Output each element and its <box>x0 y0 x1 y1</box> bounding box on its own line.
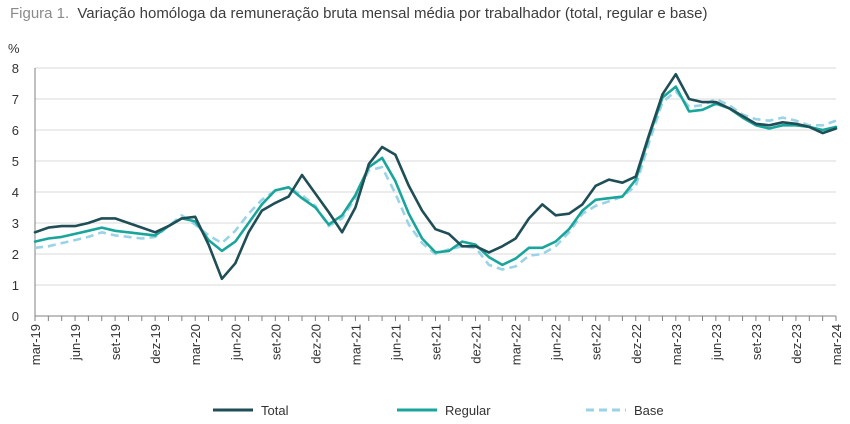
x-tick-label: jun-21 <box>388 324 403 361</box>
y-tick-label: 7 <box>12 92 19 107</box>
legend: Total Regular Base <box>213 403 664 418</box>
x-tick-label: jun-19 <box>68 324 83 361</box>
series-line-total <box>33 72 838 281</box>
legend-label-regular: Regular <box>445 403 491 418</box>
x-tick-label: mar-23 <box>669 324 684 365</box>
y-tick-label: 4 <box>12 185 19 200</box>
x-tick-label: jun-22 <box>549 324 564 361</box>
chart-title-prefix: Figura 1. <box>10 5 69 22</box>
x-tick-label: mar-22 <box>509 324 524 365</box>
gridlines <box>35 67 836 286</box>
x-tick-label: set-20 <box>268 324 283 360</box>
legend-label-total: Total <box>261 403 289 418</box>
x-tick-label: mar-24 <box>829 324 844 365</box>
x-tick-label: mar-20 <box>188 324 203 365</box>
x-tick-label: dez-20 <box>308 324 323 364</box>
y-tick-label: 1 <box>12 278 19 293</box>
chart-title: Figura 1. Variação homóloga da remuneraç… <box>10 5 707 22</box>
y-tick-label: 6 <box>12 123 19 138</box>
y-tick-label: 5 <box>12 154 19 169</box>
y-axis-ticks: 0 1 2 3 4 5 6 7 8 <box>12 61 19 324</box>
x-axis-ticks: mar-19 jun-19 set-19 dez-19 mar-20 jun-20 set-… <box>28 316 844 365</box>
chart-title-text: Variação homóloga da remuneração bruta m… <box>77 5 707 22</box>
x-tick-label: dez-22 <box>629 324 644 364</box>
y-tick-label: 2 <box>12 247 19 262</box>
x-tick-label: dez-23 <box>789 324 804 364</box>
series-lines <box>33 72 838 281</box>
x-tick-label: jun-23 <box>709 324 724 361</box>
x-tick-label: jun-20 <box>228 324 243 361</box>
x-tick-label: set-22 <box>589 324 604 360</box>
x-tick-label: set-23 <box>749 324 764 360</box>
legend-label-base: Base <box>634 403 664 418</box>
x-tick-label: mar-19 <box>28 324 43 365</box>
y-axis-unit-label: % <box>8 41 20 56</box>
x-tick-label: dez-21 <box>469 324 484 364</box>
x-tick-label: dez-19 <box>148 324 163 364</box>
series-line-base <box>34 90 837 271</box>
y-tick-label: 3 <box>12 216 19 231</box>
y-tick-label: 8 <box>12 61 19 76</box>
x-tick-label: set-19 <box>108 324 123 360</box>
x-tick-label: mar-21 <box>348 324 363 365</box>
x-tick-label: set-21 <box>429 324 444 360</box>
y-tick-label: 0 <box>12 309 19 324</box>
